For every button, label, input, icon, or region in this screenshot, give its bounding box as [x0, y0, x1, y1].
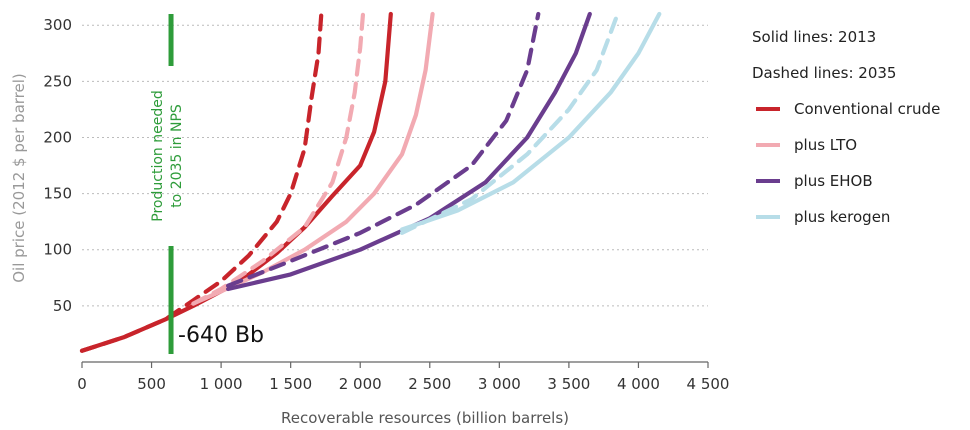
series-line-conventional-crude-2013: [79, 11, 393, 353]
annotations: Production needed to 2035 in NPS -640 Bb: [150, 14, 264, 354]
y-axis-title: Oil price (2012 $ per barrel): [10, 73, 28, 283]
x-tick-label: 3 500: [547, 375, 590, 393]
x-tick-label: 500: [137, 375, 166, 393]
x-tick-label: 4 000: [617, 375, 660, 393]
production-label-line1: Production needed: [150, 90, 166, 221]
series-line-plus-lto-2013: [191, 11, 435, 306]
x-axis-title: Recoverable resources (billion barrels): [281, 409, 569, 427]
legend-label: Conventional crude: [794, 100, 940, 118]
x-tick-label: 2 000: [339, 375, 382, 393]
y-tick-label: 100: [43, 241, 72, 259]
legend-label: plus LTO: [794, 136, 857, 154]
y-tick-label: 150: [43, 185, 72, 203]
x-tick-label: 1 000: [200, 375, 243, 393]
legend-note-solid: Solid lines: 2013: [752, 28, 876, 46]
x-tick-label: 1 500: [269, 375, 312, 393]
axes: 50 100 150 200 250 300 0 500 1 000 1 500 2 000 2 50…: [10, 16, 729, 427]
x-tick-label: 4 500: [687, 375, 730, 393]
series-line-plus-ehob-2013: [226, 11, 592, 292]
series-lines: [79, 11, 662, 353]
series-line-plus-lto-2035: [191, 11, 366, 306]
point-label: -640 Bb: [178, 323, 264, 348]
legend-label: plus EHOB: [794, 172, 873, 190]
y-tick-label: 250: [43, 72, 72, 90]
series-line-plus-kerogen-2013: [399, 11, 662, 232]
legend-label: plus kerogen: [794, 208, 890, 226]
y-tick-label: 300: [43, 16, 72, 34]
x-tick-label: 2 500: [408, 375, 451, 393]
legend-note-dashed: Dashed lines: 2035: [752, 64, 896, 82]
production-label-line2: to 2035 in NPS: [169, 104, 185, 208]
y-tick-label: 200: [43, 128, 72, 146]
grid: [82, 24, 708, 307]
series-line-plus-kerogen-2035: [399, 11, 620, 235]
x-tick-label: 3 000: [478, 375, 521, 393]
x-tick-label: 0: [77, 375, 87, 393]
series-line-plus-ehob-2035: [226, 11, 541, 288]
legend: Solid lines: 2013 Dashed lines: 2035 Conve…: [752, 28, 940, 226]
series-line-conventional-crude-2035: [79, 11, 324, 353]
y-tick-label: 50: [53, 297, 72, 315]
